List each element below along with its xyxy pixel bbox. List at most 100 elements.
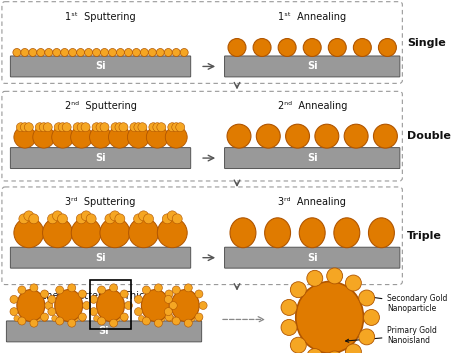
Circle shape — [57, 214, 67, 224]
Text: 2ⁿᵈ  Annealing: 2ⁿᵈ Annealing — [277, 101, 347, 111]
Circle shape — [73, 123, 82, 132]
Ellipse shape — [97, 290, 125, 321]
Circle shape — [374, 124, 397, 148]
Circle shape — [144, 214, 154, 224]
Circle shape — [164, 295, 173, 303]
Circle shape — [56, 317, 64, 325]
Circle shape — [176, 123, 185, 132]
Circle shape — [71, 126, 92, 148]
Circle shape — [98, 317, 106, 325]
Circle shape — [41, 290, 48, 298]
Circle shape — [53, 48, 61, 57]
Text: Single: Single — [407, 38, 446, 47]
Text: Si: Si — [95, 253, 106, 263]
Ellipse shape — [299, 218, 325, 248]
Circle shape — [153, 123, 162, 132]
Circle shape — [138, 315, 145, 321]
Circle shape — [37, 48, 45, 57]
Circle shape — [115, 123, 124, 132]
Circle shape — [128, 126, 149, 148]
Circle shape — [135, 308, 143, 316]
Circle shape — [42, 315, 48, 321]
Circle shape — [307, 349, 323, 354]
Text: Primary Gold
Nanoisland: Primary Gold Nanoisland — [346, 326, 438, 345]
Circle shape — [100, 48, 109, 57]
Circle shape — [33, 126, 55, 148]
Circle shape — [142, 286, 150, 294]
Ellipse shape — [17, 290, 45, 321]
Circle shape — [82, 302, 91, 309]
Circle shape — [195, 313, 203, 321]
Circle shape — [73, 315, 79, 321]
Circle shape — [45, 302, 53, 309]
Circle shape — [307, 270, 323, 286]
Circle shape — [172, 286, 180, 294]
FancyBboxPatch shape — [225, 56, 400, 77]
Circle shape — [81, 123, 90, 132]
Circle shape — [21, 315, 27, 321]
Circle shape — [146, 315, 151, 321]
Circle shape — [184, 284, 192, 292]
Circle shape — [328, 39, 346, 57]
Circle shape — [168, 123, 177, 132]
Circle shape — [109, 48, 117, 57]
Circle shape — [100, 218, 130, 248]
Circle shape — [303, 39, 321, 57]
Circle shape — [41, 313, 48, 321]
Circle shape — [29, 214, 39, 224]
Circle shape — [378, 39, 396, 57]
Circle shape — [62, 123, 71, 132]
Circle shape — [86, 214, 96, 224]
Circle shape — [327, 351, 343, 354]
Circle shape — [110, 211, 120, 221]
Ellipse shape — [171, 290, 199, 321]
Circle shape — [108, 315, 113, 321]
Text: 3ʳᵈ  Annealing: 3ʳᵈ Annealing — [278, 197, 346, 207]
Text: Secondary Gold
Nanoparticle: Secondary Gold Nanoparticle — [364, 294, 448, 313]
Text: Si: Si — [307, 253, 318, 263]
Circle shape — [35, 315, 41, 321]
Circle shape — [155, 319, 163, 327]
Circle shape — [39, 123, 48, 132]
Circle shape — [98, 286, 106, 294]
Circle shape — [142, 317, 150, 325]
Circle shape — [291, 282, 306, 298]
Circle shape — [47, 214, 57, 224]
Circle shape — [77, 48, 84, 57]
Circle shape — [28, 315, 34, 321]
Circle shape — [180, 48, 188, 57]
Circle shape — [14, 315, 20, 321]
Circle shape — [14, 126, 36, 148]
Circle shape — [134, 214, 144, 224]
Circle shape — [167, 211, 177, 221]
Circle shape — [281, 320, 297, 336]
Circle shape — [327, 268, 343, 284]
Circle shape — [138, 211, 148, 221]
Circle shape — [286, 124, 310, 148]
Circle shape — [359, 290, 374, 306]
Text: Further Sputtering (Thicker): Further Sputtering (Thicker) — [27, 291, 164, 301]
Text: Si: Si — [95, 62, 106, 72]
Circle shape — [54, 123, 63, 132]
Circle shape — [359, 329, 374, 345]
Circle shape — [77, 123, 86, 132]
Circle shape — [115, 315, 120, 321]
Circle shape — [21, 48, 29, 57]
Ellipse shape — [334, 218, 360, 248]
FancyBboxPatch shape — [7, 321, 201, 342]
Circle shape — [10, 308, 18, 316]
Circle shape — [278, 39, 296, 57]
Circle shape — [149, 123, 158, 132]
Circle shape — [66, 315, 72, 321]
Circle shape — [90, 295, 98, 303]
Circle shape — [120, 313, 128, 321]
Circle shape — [195, 290, 203, 298]
Circle shape — [134, 123, 143, 132]
Circle shape — [18, 286, 26, 294]
Circle shape — [100, 123, 109, 132]
Circle shape — [291, 337, 306, 353]
Circle shape — [20, 123, 29, 132]
Circle shape — [52, 315, 58, 321]
Circle shape — [199, 302, 207, 309]
Circle shape — [175, 315, 181, 321]
